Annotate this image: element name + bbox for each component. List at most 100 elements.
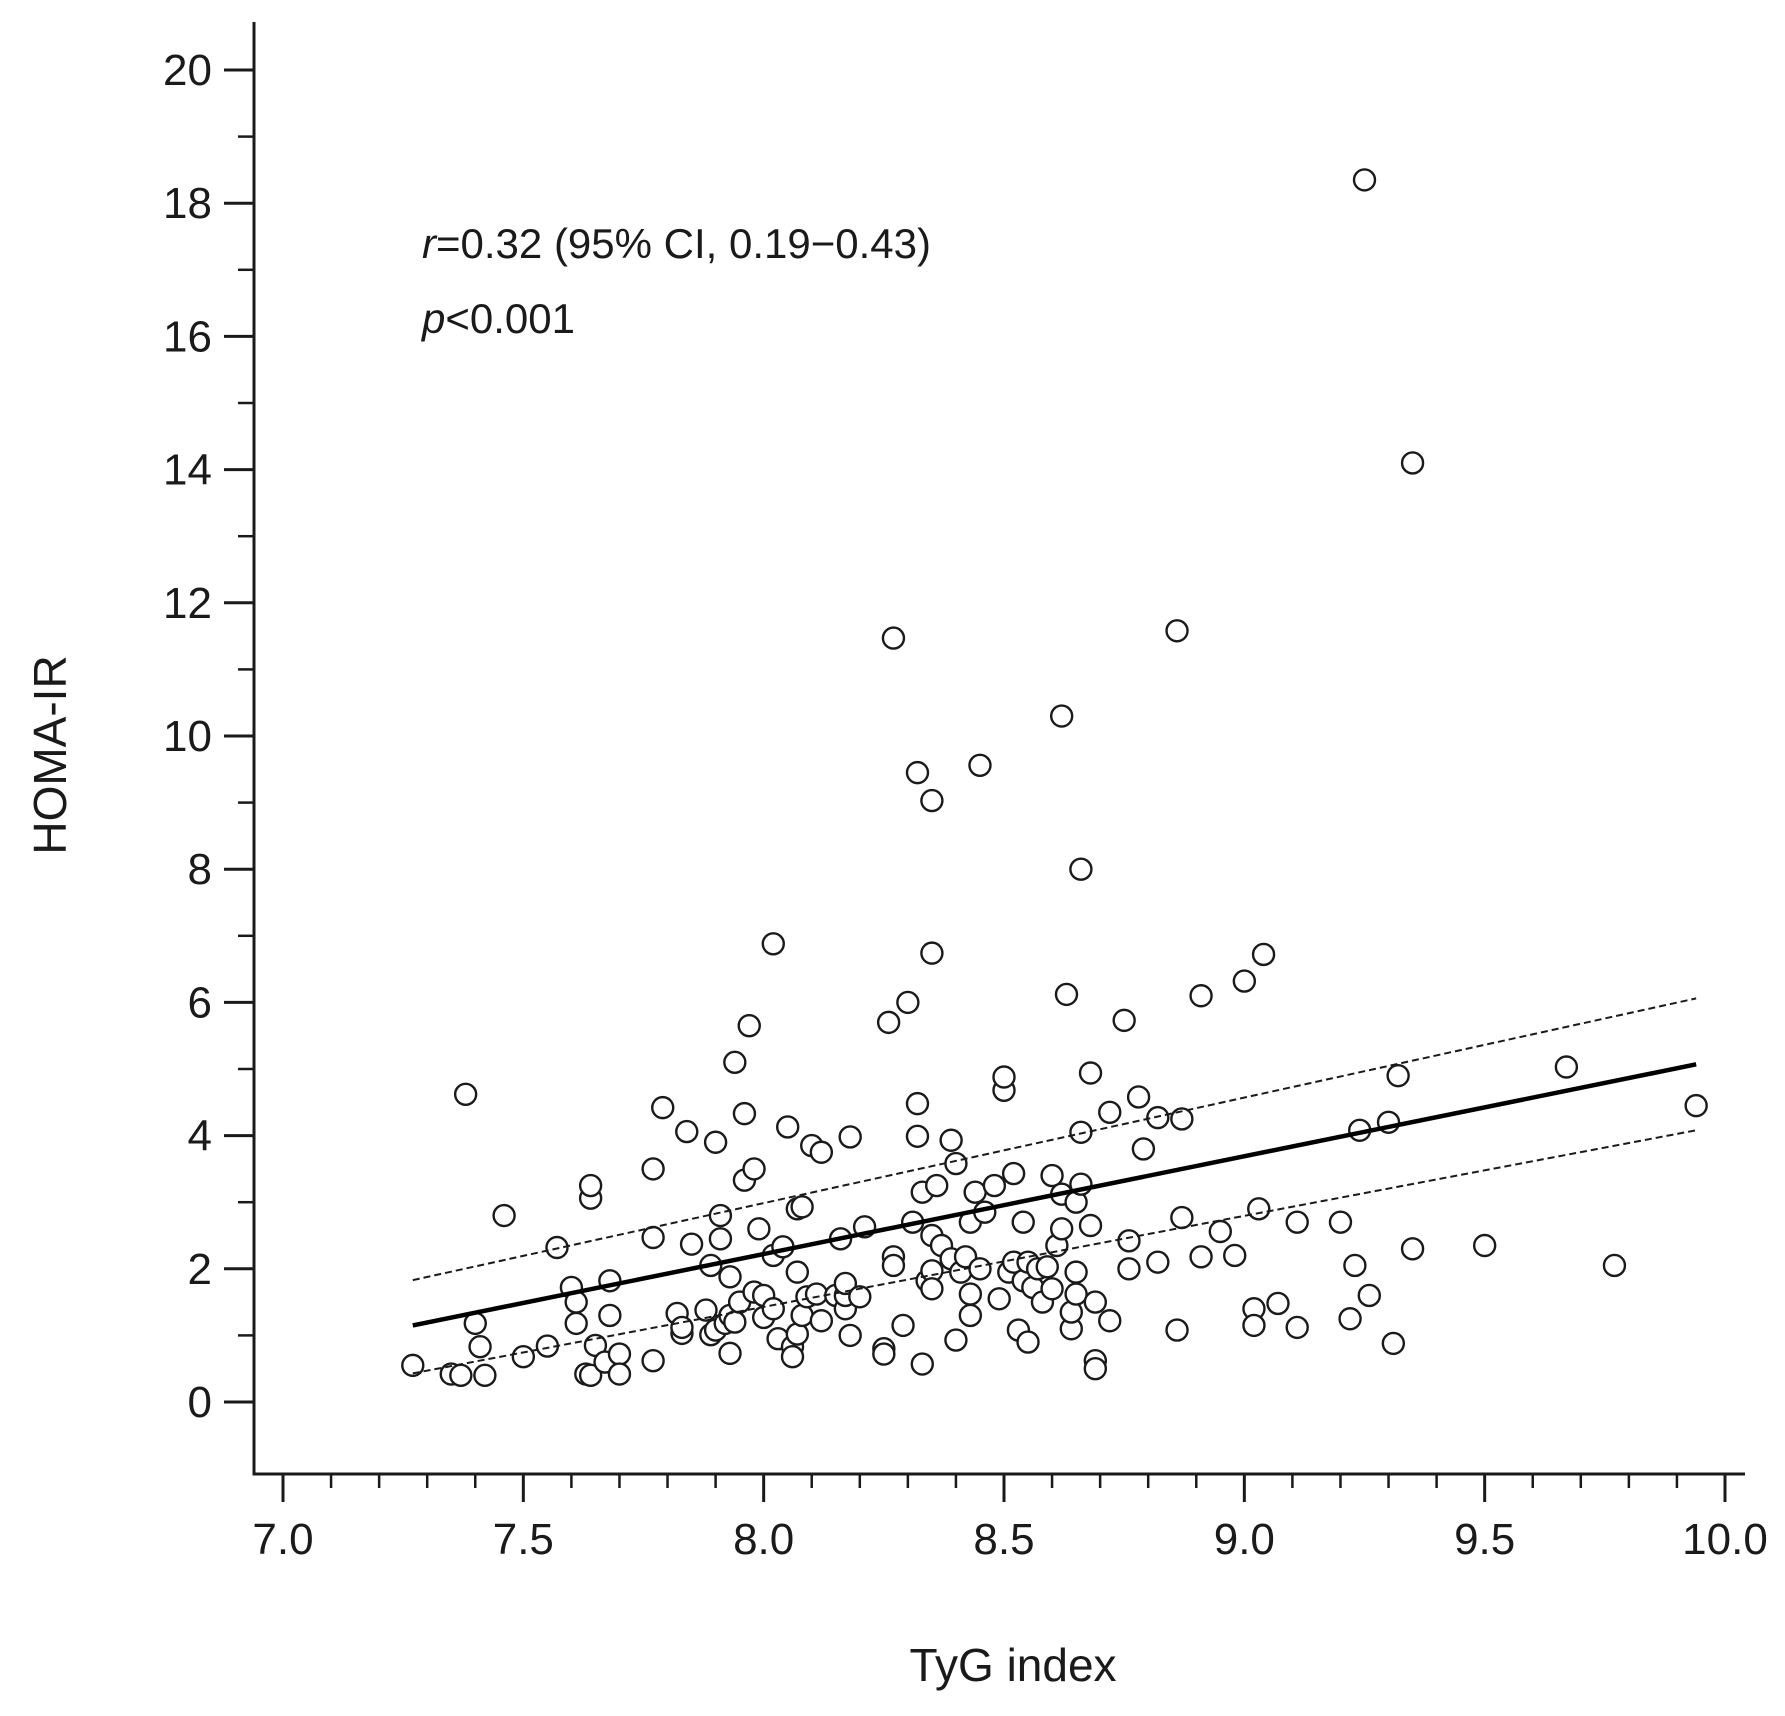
data-point bbox=[641, 1157, 665, 1181]
axis-frame bbox=[252, 22, 1745, 1476]
data-point bbox=[641, 1225, 665, 1250]
ci-upper-line bbox=[412, 997, 1697, 1282]
axes bbox=[252, 22, 1745, 1476]
data-point bbox=[564, 1311, 588, 1336]
data-point bbox=[872, 1342, 896, 1366]
data-point bbox=[982, 1173, 1007, 1198]
data-point bbox=[468, 1335, 492, 1359]
data-point bbox=[905, 1091, 930, 1116]
data-point bbox=[1011, 1210, 1035, 1234]
data-point bbox=[1684, 1093, 1708, 1118]
data-point bbox=[905, 760, 930, 785]
y-tick-label: 6 bbox=[188, 978, 212, 1027]
x-tick-label: 7.5 bbox=[493, 1515, 554, 1564]
data-point bbox=[1016, 1330, 1040, 1354]
data-point bbox=[1251, 942, 1276, 967]
data-point bbox=[1069, 1120, 1093, 1144]
y-tick-label: 16 bbox=[163, 312, 212, 361]
data-point bbox=[809, 1309, 834, 1333]
data-point bbox=[1064, 1260, 1088, 1284]
data-point bbox=[1049, 1217, 1074, 1241]
r-symbol: r bbox=[422, 220, 438, 267]
data-point bbox=[1117, 1229, 1141, 1253]
data-point bbox=[694, 1298, 718, 1322]
data-point bbox=[641, 1349, 665, 1373]
data-point bbox=[1054, 982, 1079, 1007]
data-point bbox=[1554, 1055, 1579, 1079]
data-point bbox=[776, 1115, 800, 1139]
y-tick-label: 10 bbox=[163, 712, 212, 761]
data-point bbox=[1035, 1255, 1059, 1279]
y-tick-label: 12 bbox=[163, 579, 212, 628]
data-point bbox=[1343, 1253, 1367, 1278]
data-point bbox=[1040, 1277, 1064, 1301]
data-point bbox=[1078, 1061, 1103, 1085]
data-point bbox=[761, 1297, 785, 1321]
data-point bbox=[1285, 1315, 1309, 1340]
data-point bbox=[679, 1232, 704, 1256]
data-point bbox=[607, 1342, 632, 1366]
data-point bbox=[1165, 1318, 1189, 1342]
data-point bbox=[920, 941, 944, 965]
regression-line bbox=[412, 1062, 1697, 1328]
data-point bbox=[891, 1313, 915, 1338]
data-point bbox=[939, 1128, 963, 1152]
data-point bbox=[1049, 704, 1074, 728]
x-tick-label: 10.0 bbox=[1682, 1515, 1768, 1564]
p-value-text: <0.001 bbox=[445, 295, 575, 342]
data-point bbox=[958, 1282, 983, 1306]
data-point bbox=[1098, 1309, 1122, 1333]
data-point bbox=[1223, 1243, 1247, 1268]
data-point bbox=[1001, 1161, 1026, 1186]
data-point bbox=[833, 1271, 858, 1296]
data-point bbox=[675, 1119, 699, 1144]
data-point bbox=[723, 1050, 747, 1075]
data-point bbox=[598, 1303, 622, 1328]
data-point bbox=[453, 1082, 478, 1107]
data-point bbox=[1232, 969, 1257, 993]
data-point bbox=[920, 1277, 944, 1301]
data-point bbox=[492, 1203, 516, 1228]
data-point bbox=[1170, 1205, 1194, 1230]
x-tick-label: 9.0 bbox=[1214, 1515, 1275, 1564]
data-point bbox=[785, 1260, 810, 1284]
y-tick-label: 18 bbox=[163, 179, 212, 228]
data-point bbox=[1381, 1331, 1406, 1356]
data-point bbox=[1112, 1008, 1136, 1033]
data-point bbox=[737, 1014, 761, 1038]
data-point bbox=[896, 990, 920, 1015]
data-point bbox=[1352, 168, 1377, 192]
data-point bbox=[651, 1095, 675, 1120]
data-point bbox=[838, 1323, 862, 1348]
y-tick-label: 8 bbox=[188, 845, 212, 894]
data-point bbox=[1117, 1257, 1141, 1281]
data-point bbox=[944, 1328, 968, 1352]
data-point bbox=[809, 1140, 834, 1164]
data-point bbox=[401, 1353, 425, 1378]
data-point bbox=[1328, 1210, 1353, 1234]
data-point bbox=[838, 1125, 862, 1149]
data-point bbox=[708, 1203, 733, 1228]
data-point bbox=[1040, 1163, 1064, 1188]
data-point bbox=[718, 1341, 742, 1366]
data-point bbox=[1170, 1107, 1194, 1131]
y-tick-label: 4 bbox=[188, 1112, 212, 1161]
r-value-text: =0.32 (95% CI, 0.19−0.43) bbox=[436, 220, 931, 267]
data-point bbox=[1266, 1291, 1290, 1316]
p-value-annotation: p<0.001 bbox=[420, 295, 575, 342]
data-point bbox=[761, 932, 785, 956]
data-point bbox=[905, 1124, 930, 1148]
data-point bbox=[1472, 1233, 1497, 1258]
data-point bbox=[1146, 1105, 1170, 1130]
data-point bbox=[1083, 1290, 1108, 1314]
data-point bbox=[1189, 984, 1213, 1008]
x-axis-title: TyG index bbox=[909, 1639, 1116, 1691]
p-symbol: p bbox=[420, 295, 445, 342]
y-tick-label: 0 bbox=[188, 1378, 212, 1427]
data-point bbox=[790, 1195, 814, 1219]
data-point bbox=[1078, 1213, 1103, 1238]
data-point bbox=[1126, 1085, 1151, 1109]
data-point bbox=[876, 1010, 901, 1035]
data-point bbox=[511, 1345, 536, 1369]
